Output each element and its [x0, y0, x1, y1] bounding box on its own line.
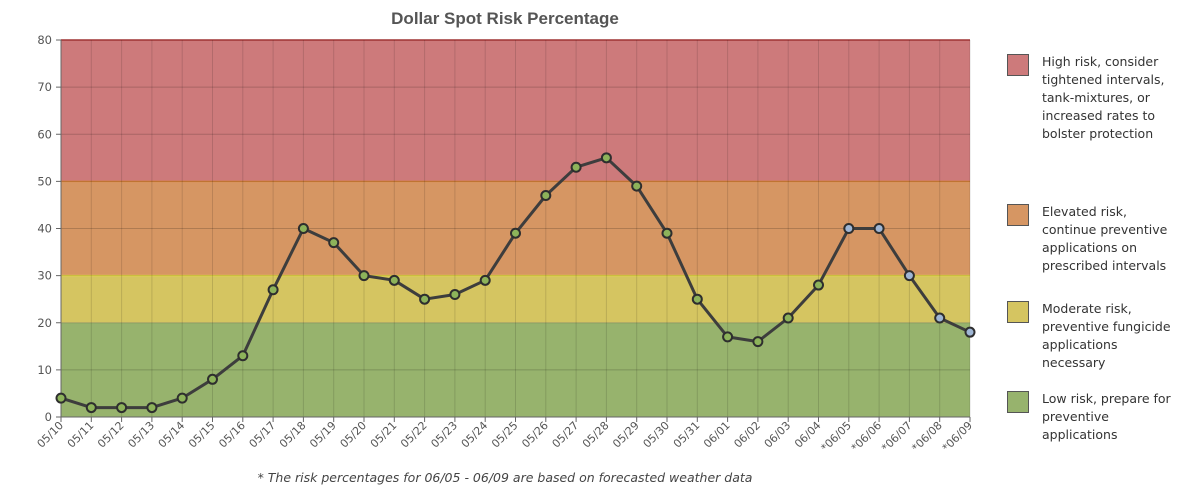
legend-item-high[interactable]: High risk, consider tightened intervals,… — [1007, 53, 1180, 143]
x-tick-label: 05/30 — [641, 419, 673, 451]
band-low — [61, 322, 970, 417]
data-point[interactable] — [570, 161, 582, 173]
x-tick-label: 05/31 — [671, 419, 703, 451]
data-point[interactable] — [510, 227, 521, 239]
data-point[interactable] — [297, 223, 309, 234]
data-point[interactable] — [176, 392, 188, 404]
x-tick-label: 05/14 — [156, 419, 188, 451]
x-tick-label: 05/18 — [277, 419, 309, 451]
legend-label-high: High risk, consider tightened intervals,… — [1042, 54, 1165, 141]
data-point[interactable] — [449, 288, 461, 300]
data-point[interactable] — [328, 237, 340, 249]
x-tick-label: *06/05 — [818, 419, 853, 454]
x-tick-label: 05/15 — [186, 419, 218, 451]
y-tick-label: 20 — [37, 316, 52, 330]
legend-item-elevated[interactable]: Elevated risk, continue preventive appli… — [1007, 203, 1180, 275]
data-point-forecast[interactable] — [843, 223, 855, 234]
y-tick-label: 40 — [37, 222, 52, 236]
x-tick-label: *06/07 — [879, 419, 914, 454]
x-tick-label: 05/25 — [489, 419, 521, 451]
legend-label-low: Low risk, prepare for preventive applica… — [1042, 391, 1171, 442]
data-point[interactable] — [267, 284, 279, 296]
legend-swatch-moderate — [1007, 301, 1029, 323]
y-tick-label: 0 — [45, 410, 52, 424]
data-point[interactable] — [358, 270, 370, 282]
legend-item-low[interactable]: Low risk, prepare for preventive applica… — [1007, 390, 1180, 444]
data-point[interactable] — [419, 293, 431, 305]
x-tick-label: *06/08 — [909, 419, 944, 454]
legend-swatch-high — [1007, 54, 1029, 76]
data-point[interactable] — [116, 402, 128, 414]
y-tick-label: 30 — [37, 269, 52, 283]
x-tick-label: 05/24 — [459, 419, 491, 451]
x-tick-label: 05/11 — [65, 419, 97, 451]
data-point-forecast[interactable] — [873, 223, 885, 234]
chart-title: Dollar Spot Risk Percentage — [391, 9, 619, 28]
legend-swatch-elevated — [1007, 204, 1029, 226]
x-tick-label: 05/27 — [550, 419, 582, 451]
data-point-forecast[interactable] — [903, 270, 915, 282]
data-point[interactable] — [661, 227, 673, 239]
data-point[interactable] — [631, 180, 643, 192]
x-tick-label: 05/28 — [580, 419, 612, 451]
x-tick-label: 05/26 — [519, 419, 551, 451]
data-point[interactable] — [540, 190, 552, 202]
y-tick-label: 60 — [37, 127, 52, 141]
x-tick-label: 05/17 — [247, 419, 279, 451]
legend-swatch-low — [1007, 391, 1029, 413]
x-tick-label: 05/16 — [216, 419, 248, 451]
data-point-forecast[interactable] — [964, 326, 976, 338]
data-point[interactable] — [722, 331, 734, 343]
y-tick-label: 80 — [37, 33, 52, 47]
x-tick-label: 05/13 — [125, 419, 157, 451]
x-tick-label: 05/29 — [610, 419, 642, 451]
data-point[interactable] — [479, 274, 491, 286]
band-high — [61, 40, 970, 182]
x-tick-label: 05/20 — [338, 419, 370, 451]
x-tick-label: 05/12 — [95, 419, 127, 451]
x-tick-label: *06/09 — [940, 419, 975, 454]
legend-item-moderate[interactable]: Moderate risk, preventive fungicide appl… — [1007, 300, 1180, 372]
x-axis: 05/1005/1105/1205/1305/1405/1505/1605/17… — [35, 417, 975, 454]
legend-label-elevated: Elevated risk, continue preventive appli… — [1042, 204, 1168, 273]
y-tick-label: 50 — [37, 174, 52, 188]
data-point[interactable] — [752, 336, 764, 348]
data-point[interactable] — [813, 279, 824, 291]
x-tick-label: 06/03 — [762, 419, 794, 451]
x-tick-label: 05/19 — [307, 419, 339, 451]
y-tick-label: 70 — [37, 80, 52, 94]
y-axis: 0 10 20 30 40 50 60 70 80 — [37, 33, 61, 424]
data-point[interactable] — [237, 350, 249, 362]
x-tick-label: 05/23 — [428, 419, 460, 451]
data-point[interactable] — [55, 392, 67, 404]
data-point[interactable] — [146, 402, 158, 414]
x-tick-label: 05/22 — [398, 419, 430, 451]
legend: High risk, consider tightened intervals,… — [1007, 0, 1187, 493]
data-point[interactable] — [600, 152, 612, 164]
data-point-forecast[interactable] — [934, 312, 946, 324]
x-tick-label: 06/02 — [731, 419, 763, 451]
data-point[interactable] — [85, 402, 97, 414]
data-point[interactable] — [388, 274, 400, 286]
y-tick-label: 10 — [37, 363, 52, 377]
data-point[interactable] — [782, 312, 794, 324]
x-tick-label: 06/01 — [701, 419, 733, 451]
chart: Dollar Spot Risk Percentage 0 10 20 30 40 50 6… — [35, 9, 976, 454]
data-point[interactable] — [207, 373, 218, 385]
x-tick-label: *06/06 — [849, 419, 884, 454]
series — [55, 152, 976, 414]
legend-label-moderate: Moderate risk, preventive fungicide appl… — [1042, 301, 1171, 370]
footnote: * The risk percentages for 06/05 - 06/09… — [257, 470, 753, 485]
data-point[interactable] — [691, 293, 703, 305]
x-tick-label: 05/21 — [368, 419, 400, 451]
